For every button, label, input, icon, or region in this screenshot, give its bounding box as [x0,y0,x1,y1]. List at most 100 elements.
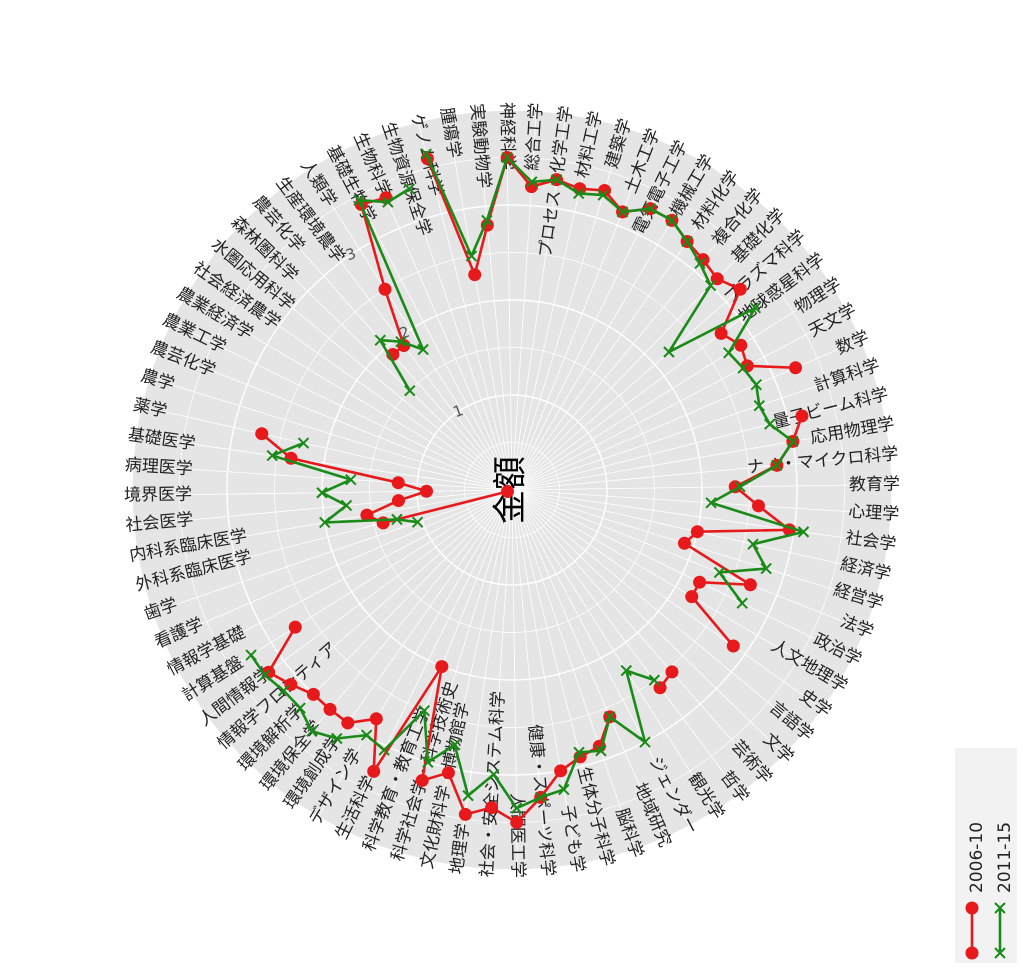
data-point [259,669,271,681]
grid-spoke [457,489,513,867]
data-point [288,620,302,634]
grid-spoke [511,179,732,491]
grid-spoke [399,489,513,854]
grid-spoke [511,489,823,710]
data-point [771,459,783,472]
series-line [270,441,418,524]
data-point [360,508,374,522]
grid-spoke [511,489,866,631]
grid-spoke [511,454,891,491]
data-point [750,378,762,391]
legend-label: 2006-10 [967,822,987,893]
legend-key-marker [994,902,1006,914]
data-point [255,427,269,441]
grid-ring [321,299,703,681]
data-point [510,802,523,814]
data-point [604,711,616,723]
data-point [550,173,563,186]
data-point [422,756,434,768]
data-point [797,526,810,538]
data-point [294,702,306,714]
data-point [734,338,748,352]
data-point [404,384,416,397]
data-point [595,745,607,757]
grid-spoke [511,489,716,812]
grid-spoke [511,489,889,545]
data-point [360,729,373,741]
data-point [441,766,455,780]
data-point [751,499,765,513]
data-point [616,206,629,218]
grid-spoke [417,121,513,491]
grid-ring [416,394,608,586]
data-point [749,302,762,314]
data-point [485,801,499,815]
data-point [795,409,809,423]
data-point [458,807,472,821]
grid-spoke [511,489,785,756]
grid-spoke [246,489,513,763]
data-point [374,334,386,346]
data-point [639,736,651,748]
data-point [573,187,585,200]
data-point [747,538,759,550]
category-label: 総合工学 [523,102,547,171]
data-point [340,499,353,512]
grid-spoke [428,489,513,861]
legend: 2006-10 2011-15 [955,748,1017,963]
data-point [620,664,633,677]
data-point [277,685,290,697]
series-line [250,654,655,810]
data-point [468,268,482,282]
grid-ring [226,204,798,776]
grid-spoke [175,489,513,668]
grid-spoke [506,110,513,491]
data-point [415,773,429,787]
data-point [331,732,343,745]
legend-key-marker [965,901,979,915]
grid-spoke [511,339,862,491]
category-label: 病理医学 [124,455,193,479]
grid-spoke [511,367,872,491]
legend-box [955,748,1017,963]
grid-spoke [511,136,653,491]
data-point [391,513,403,526]
data-point [597,189,609,201]
grid-spoke [511,489,607,859]
data-point [734,481,746,493]
grid-ring [131,109,893,871]
data-point [510,815,524,829]
grid-spoke [511,217,778,491]
grid-spoke [511,489,854,658]
data-point [448,739,461,751]
data-point [501,151,513,164]
grid-spoke [511,489,892,515]
grid-spoke [239,224,513,491]
data-point [666,214,678,227]
data-point [403,183,416,195]
grid-ring [464,442,560,538]
grid-spoke [511,489,840,685]
grid-spoke [317,489,513,818]
grid-spoke [511,489,764,776]
data-point [534,791,547,804]
grid-spoke [184,295,513,491]
data-point [378,744,390,756]
grid-spoke [170,322,513,491]
grid-spoke [132,465,513,491]
data-point [524,180,538,194]
data-point [753,399,765,412]
data-point [420,148,432,160]
grid-spoke [308,168,513,491]
grid-spoke [511,119,596,491]
data-point [743,578,757,592]
data-point [297,437,310,449]
grid-spoke [511,489,548,869]
category-label: 心理学 [848,502,900,525]
data-point [526,176,538,188]
data-point [726,639,740,653]
category-label: 境界医学 [124,485,192,506]
data-point [395,336,407,348]
grid-spoke [511,261,817,491]
